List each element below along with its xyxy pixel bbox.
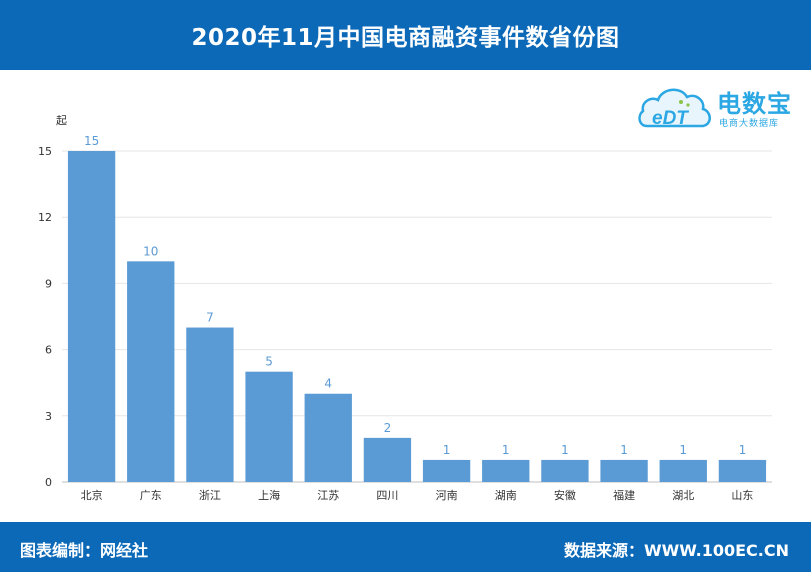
x-tick-label: 上海 (258, 488, 280, 502)
footer-credit: 图表编制：网经社 (20, 541, 149, 560)
bar (186, 327, 234, 482)
x-tick-label: 北京 (81, 488, 103, 502)
data-label: 4 (324, 377, 332, 391)
footer-source: 数据来源：WWW.100EC.CN (563, 541, 789, 560)
y-axis-unit-label: 起 (56, 114, 67, 127)
logo-mark-text: eDT (652, 108, 689, 129)
bar (718, 459, 767, 482)
x-tick-label: 湖南 (495, 489, 517, 502)
data-label: 1 (739, 443, 747, 457)
cloud-logo-icon: eDT (638, 88, 711, 129)
x-tick-label: 浙江 (199, 489, 221, 502)
edt-logo: eDT 电数宝 电商大数据库 (637, 80, 805, 136)
bar (659, 459, 707, 482)
x-tick-label: 福建 (613, 488, 635, 502)
header-bar: 2020年11月中国电商融资事件数省份图 (0, 0, 811, 70)
logo-subtitle: 电商大数据库 (719, 119, 780, 129)
bar (600, 459, 648, 482)
x-tick-label: 河南 (436, 489, 458, 502)
data-label: 2 (384, 421, 392, 435)
x-tick-label: 山东 (731, 489, 753, 502)
x-tick-label: 江苏 (317, 489, 339, 502)
y-tick-label: 9 (45, 277, 52, 290)
y-tick-label: 6 (45, 344, 52, 357)
bar (127, 261, 175, 482)
y-tick-label: 15 (38, 145, 52, 158)
y-tick-label: 12 (38, 211, 52, 224)
data-label: 1 (620, 443, 628, 457)
data-label: 1 (502, 443, 510, 457)
chart-title: 2020年11月中国电商融资事件数省份图 (191, 25, 620, 51)
footer-bar: 图表编制：网经社 数据来源：WWW.100EC.CN (0, 522, 811, 572)
x-tick-label: 广东 (140, 489, 162, 502)
data-label: 5 (265, 355, 273, 369)
data-label: 1 (561, 443, 569, 457)
bar (67, 151, 116, 482)
data-label: 15 (84, 134, 99, 148)
bar (245, 371, 293, 482)
y-tick-label: 3 (45, 410, 52, 423)
x-tick-label: 安徽 (554, 488, 576, 502)
data-label: 7 (206, 311, 214, 325)
bar (304, 393, 352, 482)
bar (482, 459, 530, 482)
logo-name: 电数宝 (717, 90, 792, 118)
y-tick-label: 0 (45, 476, 52, 489)
data-label: 10 (143, 244, 158, 258)
data-label: 1 (679, 443, 687, 457)
x-tick-label: 四川 (376, 489, 398, 502)
bar-chart: 0 3 6 9 12 15 起 15 北京 10 广东 7 浙江 5 上海 4 江苏 2 四川 1 河南 1 湖南 1 安徽 1 福… (38, 114, 772, 502)
x-tick-label: 湖北 (672, 489, 694, 502)
bar (422, 459, 471, 482)
bar (541, 459, 589, 482)
data-label: 1 (443, 443, 451, 457)
bar (363, 437, 412, 482)
